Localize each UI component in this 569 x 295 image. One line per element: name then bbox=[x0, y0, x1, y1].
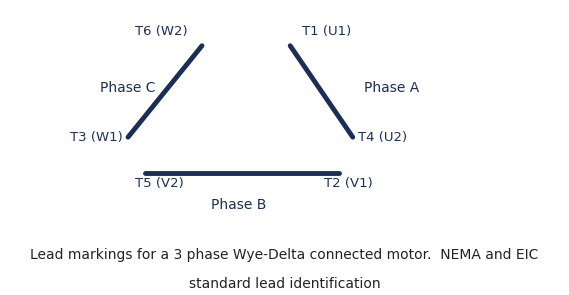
Text: Phase A: Phase A bbox=[364, 81, 419, 96]
Text: Phase B: Phase B bbox=[211, 198, 267, 212]
Text: T3 (W1): T3 (W1) bbox=[69, 131, 122, 144]
Text: Lead markings for a 3 phase Wye-Delta connected motor.  NEMA and EIC: Lead markings for a 3 phase Wye-Delta co… bbox=[30, 248, 539, 262]
Text: standard lead identification: standard lead identification bbox=[189, 277, 380, 291]
Text: T5 (V2): T5 (V2) bbox=[135, 177, 184, 190]
Text: T2 (V1): T2 (V1) bbox=[324, 177, 373, 190]
Text: Phase C: Phase C bbox=[100, 81, 155, 96]
Text: T4 (U2): T4 (U2) bbox=[358, 131, 407, 144]
Text: T6 (W2): T6 (W2) bbox=[135, 25, 188, 38]
Text: T1 (U1): T1 (U1) bbox=[302, 25, 351, 38]
